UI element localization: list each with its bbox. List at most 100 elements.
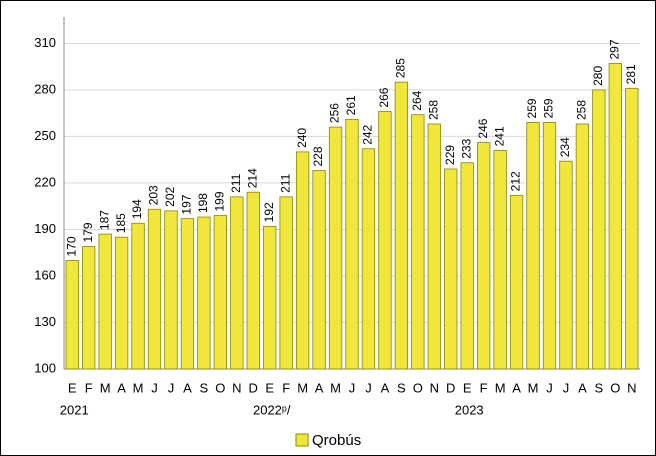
bar: [361, 148, 376, 370]
y-tick-label: 100: [34, 360, 56, 375]
bar: [378, 111, 392, 370]
x-tick-label: F: [85, 380, 93, 395]
x-tick-label: N: [232, 380, 241, 395]
value-label: 261: [344, 95, 358, 115]
x-tick-label: J: [349, 380, 356, 395]
y-tick-label: 130: [34, 314, 56, 329]
value-label: 228: [311, 146, 325, 166]
bar: [147, 208, 162, 370]
bar: [328, 126, 343, 370]
x-tick-label: J: [365, 380, 372, 395]
value-label: 266: [377, 87, 391, 107]
value-label: 199: [213, 191, 227, 211]
value-label: 211: [229, 173, 243, 192]
bar: [559, 160, 573, 370]
bar: [394, 81, 409, 370]
value-label: 187: [97, 210, 111, 230]
bar: [575, 123, 590, 370]
value-label: 198: [196, 193, 210, 213]
bar: [542, 122, 557, 370]
bar: [444, 168, 458, 370]
bar: [279, 196, 293, 370]
x-tick-label: S: [200, 380, 209, 395]
value-label: 281: [624, 64, 638, 84]
x-tick-label: O: [413, 380, 423, 395]
value-label: 258: [575, 100, 589, 120]
x-tick-label: E: [68, 380, 77, 395]
value-label: 229: [443, 145, 457, 165]
x-tick-label: A: [512, 380, 521, 395]
y-tick-label: 190: [34, 221, 56, 236]
bar: [131, 222, 145, 370]
value-label: 259: [525, 98, 539, 118]
bar: [526, 122, 540, 370]
x-tick-label: J: [168, 380, 175, 395]
bar: [427, 123, 441, 370]
bar: [625, 87, 639, 370]
value-label: 258: [426, 100, 440, 120]
bar: [197, 216, 211, 370]
bar: [246, 191, 260, 370]
value-label: 214: [245, 168, 259, 188]
legend-swatch: [295, 433, 309, 447]
x-tick-label: A: [183, 380, 192, 395]
x-tick-label: J: [563, 380, 570, 395]
bar: [65, 260, 79, 370]
x-tick-label: E: [265, 380, 274, 395]
y-tick-label: 220: [34, 174, 56, 189]
x-tick-label: M: [100, 380, 111, 395]
legend-label: Qrobús: [312, 432, 361, 449]
value-label: 240: [295, 128, 309, 148]
bar: [493, 149, 507, 370]
bar: [213, 215, 227, 370]
value-label: 285: [394, 58, 408, 78]
x-tick-label: F: [480, 380, 488, 395]
x-tick-label: N: [430, 380, 439, 395]
value-label: 170: [64, 236, 78, 256]
bar: [312, 170, 326, 370]
value-label: 241: [492, 126, 506, 146]
bar: [295, 151, 310, 370]
value-label: 179: [81, 222, 95, 242]
bar: [608, 63, 622, 370]
value-label: 264: [410, 90, 424, 110]
x-tick-label: O: [215, 380, 225, 395]
bar: [98, 233, 112, 370]
value-label: 202: [163, 186, 177, 206]
x-tick-label: F: [282, 380, 290, 395]
x-tick-label: D: [249, 380, 258, 395]
value-label: 256: [328, 103, 342, 123]
bar: [345, 118, 359, 370]
year-label: 2023: [455, 402, 484, 417]
y-tick-label: 160: [34, 267, 56, 282]
value-label: 242: [361, 124, 375, 144]
value-label: 211: [278, 173, 292, 192]
x-tick-label: D: [446, 380, 455, 395]
bar: [164, 210, 178, 370]
x-tick-label: M: [133, 380, 144, 395]
x-tick-label: A: [117, 380, 126, 395]
value-label: 280: [591, 66, 605, 86]
x-tick-label: S: [595, 380, 604, 395]
value-label: 246: [476, 118, 490, 138]
x-tick-label: O: [610, 380, 620, 395]
bar: [82, 246, 96, 370]
bar: [114, 236, 129, 370]
bar: [411, 114, 425, 370]
value-label: 259: [542, 98, 556, 118]
x-tick-label: E: [463, 380, 472, 395]
value-label: 203: [147, 185, 161, 205]
value-label: 194: [130, 199, 144, 219]
x-tick-label: M: [528, 380, 539, 395]
x-tick-label: M: [495, 380, 506, 395]
x-tick-label: A: [381, 380, 390, 395]
bar: [592, 89, 606, 370]
bar: [460, 162, 474, 370]
bar: [263, 225, 277, 370]
value-label: 233: [459, 138, 473, 158]
value-label: 212: [509, 171, 523, 191]
year-label: 2021: [60, 402, 89, 417]
x-tick-label: S: [397, 380, 406, 395]
x-tick-label: A: [578, 380, 587, 395]
